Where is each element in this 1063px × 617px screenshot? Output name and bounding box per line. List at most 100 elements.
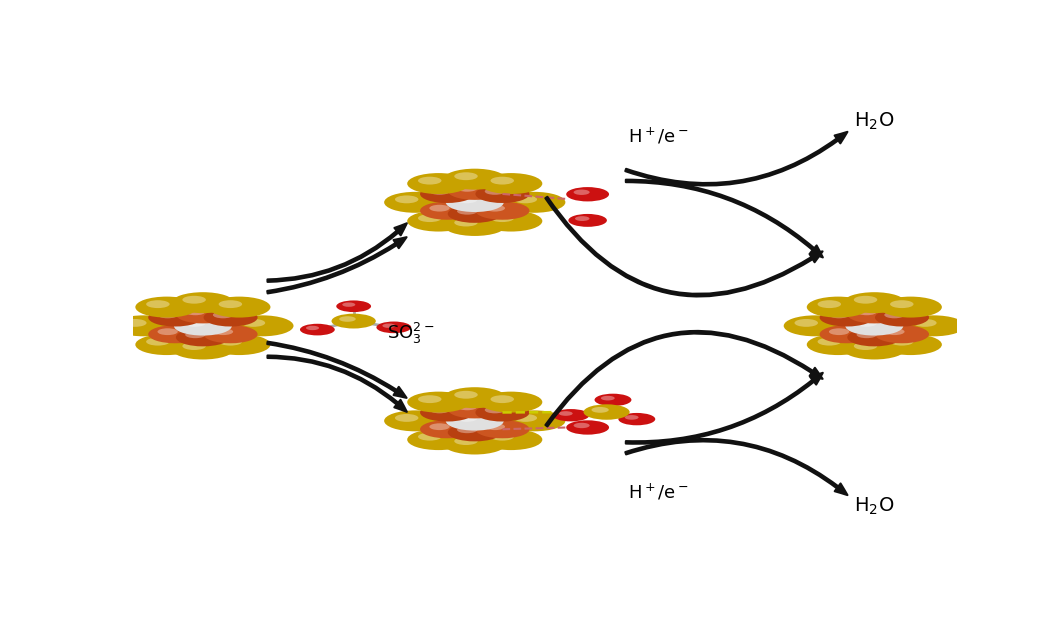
Ellipse shape [485, 407, 505, 413]
Text: SO$_3^{2-}$: SO$_3^{2-}$ [387, 320, 434, 346]
Ellipse shape [146, 337, 170, 346]
Ellipse shape [300, 324, 335, 336]
Ellipse shape [875, 325, 929, 343]
Ellipse shape [384, 410, 446, 431]
Ellipse shape [418, 176, 441, 184]
FancyArrowPatch shape [267, 237, 406, 294]
Ellipse shape [490, 395, 514, 403]
Ellipse shape [457, 208, 477, 215]
Ellipse shape [407, 210, 470, 231]
Ellipse shape [376, 321, 411, 333]
Ellipse shape [456, 415, 477, 422]
FancyArrowPatch shape [545, 197, 823, 297]
FancyArrowPatch shape [625, 132, 847, 186]
Ellipse shape [219, 337, 242, 346]
Ellipse shape [475, 185, 529, 203]
FancyArrowPatch shape [626, 373, 823, 444]
Ellipse shape [429, 205, 450, 212]
Ellipse shape [123, 319, 147, 327]
Ellipse shape [148, 325, 202, 343]
Ellipse shape [879, 297, 942, 318]
Ellipse shape [175, 305, 230, 323]
Ellipse shape [148, 308, 202, 326]
Ellipse shape [454, 437, 477, 445]
Ellipse shape [185, 331, 205, 338]
Ellipse shape [513, 196, 537, 204]
Ellipse shape [490, 176, 514, 184]
Ellipse shape [185, 308, 205, 315]
Ellipse shape [574, 423, 590, 428]
Ellipse shape [420, 202, 474, 220]
Ellipse shape [479, 173, 542, 194]
Ellipse shape [475, 420, 529, 438]
Ellipse shape [485, 423, 505, 430]
Ellipse shape [184, 320, 205, 327]
Ellipse shape [854, 296, 877, 304]
Ellipse shape [490, 433, 514, 441]
Ellipse shape [448, 205, 502, 223]
Ellipse shape [454, 391, 477, 399]
Ellipse shape [208, 297, 270, 318]
Ellipse shape [448, 400, 502, 418]
Ellipse shape [219, 300, 242, 308]
Ellipse shape [443, 168, 506, 189]
Ellipse shape [157, 328, 178, 335]
Ellipse shape [443, 387, 506, 408]
Ellipse shape [503, 410, 566, 431]
Ellipse shape [407, 429, 470, 450]
Ellipse shape [454, 172, 477, 180]
Ellipse shape [890, 300, 913, 308]
Ellipse shape [332, 313, 376, 328]
Ellipse shape [443, 215, 506, 236]
Ellipse shape [420, 404, 474, 421]
Ellipse shape [420, 185, 474, 203]
Ellipse shape [457, 404, 477, 410]
Ellipse shape [418, 214, 441, 222]
Ellipse shape [567, 420, 609, 434]
Ellipse shape [395, 414, 419, 422]
Ellipse shape [395, 196, 419, 204]
Ellipse shape [829, 312, 849, 318]
Ellipse shape [594, 394, 631, 406]
FancyArrowPatch shape [268, 355, 407, 412]
Ellipse shape [429, 423, 450, 430]
Ellipse shape [847, 305, 901, 323]
Ellipse shape [857, 308, 877, 315]
Ellipse shape [135, 297, 198, 318]
Ellipse shape [306, 326, 319, 330]
Ellipse shape [879, 334, 942, 355]
Ellipse shape [113, 315, 175, 336]
Ellipse shape [175, 328, 230, 346]
Ellipse shape [820, 325, 874, 343]
Ellipse shape [146, 300, 170, 308]
Ellipse shape [475, 202, 529, 220]
Text: H$^+$/e$^-$: H$^+$/e$^-$ [628, 126, 689, 146]
Ellipse shape [208, 334, 270, 355]
Ellipse shape [575, 216, 590, 221]
Ellipse shape [619, 413, 655, 425]
Ellipse shape [584, 404, 629, 420]
Ellipse shape [513, 414, 537, 422]
Ellipse shape [454, 218, 477, 226]
Ellipse shape [783, 315, 846, 336]
Ellipse shape [479, 392, 542, 413]
Ellipse shape [503, 192, 566, 213]
Ellipse shape [407, 173, 470, 194]
Ellipse shape [485, 188, 505, 195]
Ellipse shape [429, 407, 450, 413]
FancyArrowPatch shape [545, 331, 823, 426]
Ellipse shape [456, 196, 477, 203]
Ellipse shape [174, 316, 232, 336]
Ellipse shape [843, 292, 906, 313]
Ellipse shape [875, 308, 929, 326]
Ellipse shape [847, 328, 901, 346]
Ellipse shape [479, 210, 542, 231]
Ellipse shape [171, 339, 234, 360]
Ellipse shape [457, 426, 477, 433]
Ellipse shape [448, 182, 502, 200]
Ellipse shape [429, 188, 450, 195]
Ellipse shape [567, 187, 609, 201]
Ellipse shape [856, 320, 877, 327]
Ellipse shape [845, 316, 904, 336]
Ellipse shape [418, 433, 441, 441]
